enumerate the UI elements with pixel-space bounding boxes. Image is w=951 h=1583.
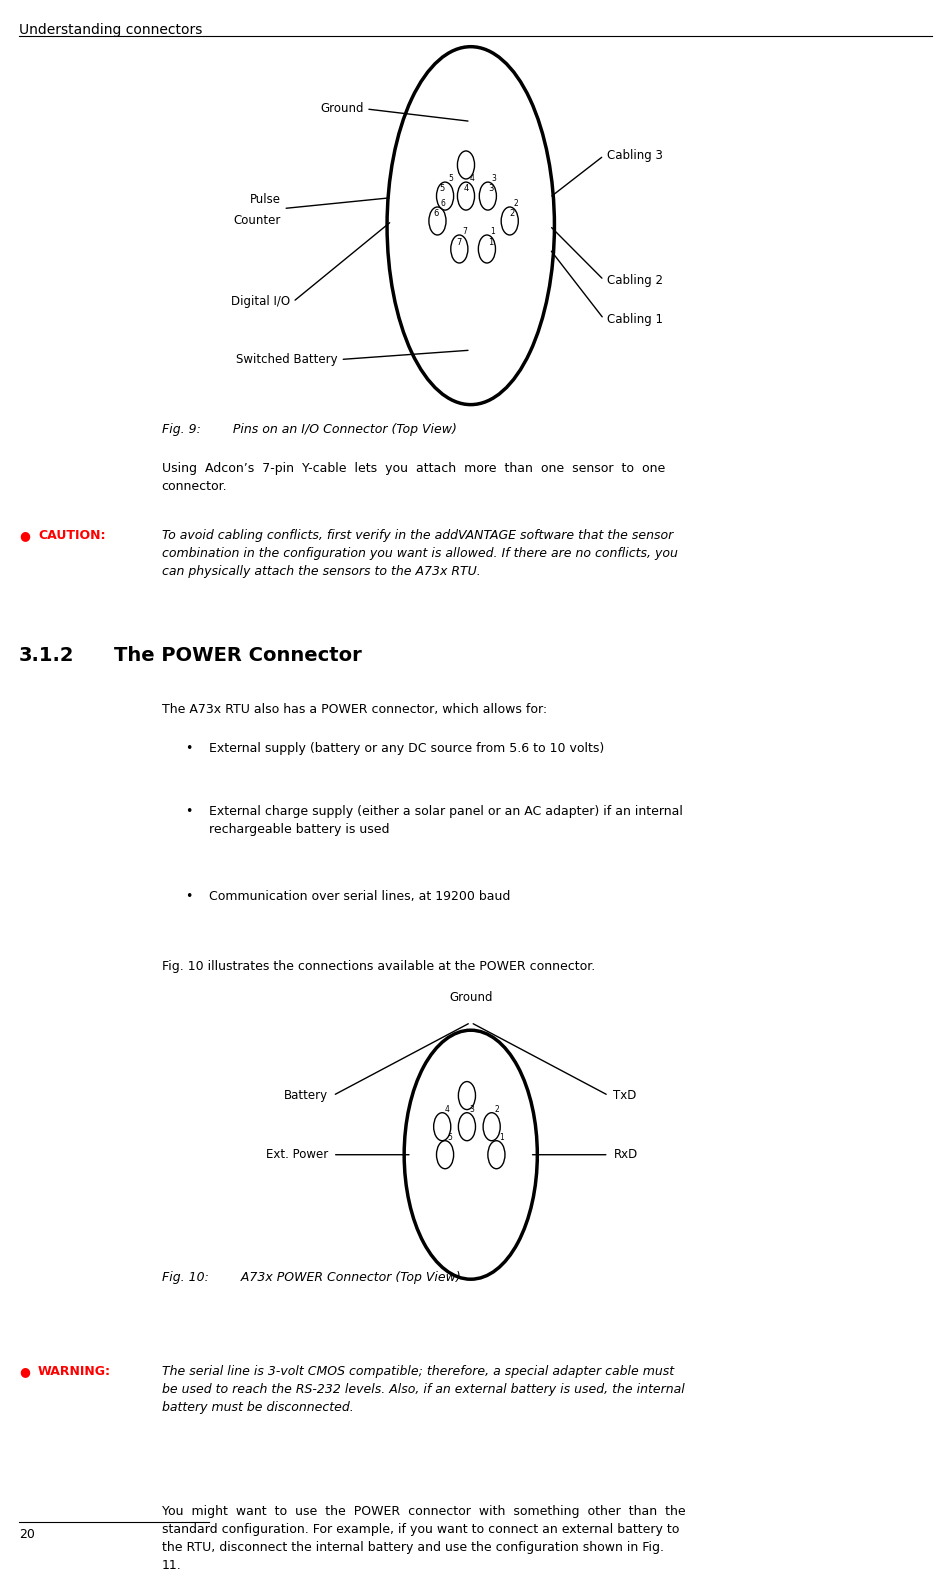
Text: •: • xyxy=(185,804,193,817)
Text: 20: 20 xyxy=(19,1528,35,1542)
Text: Ground: Ground xyxy=(320,103,364,116)
Text: Understanding connectors: Understanding connectors xyxy=(19,24,203,38)
Text: 1: 1 xyxy=(491,228,495,236)
Text: CAUTION:: CAUTION: xyxy=(38,529,106,541)
Text: 3: 3 xyxy=(492,174,496,184)
Text: Fig. 9:        Pins on an I/O Connector (Top View): Fig. 9: Pins on an I/O Connector (Top Vi… xyxy=(162,423,456,437)
Text: 6: 6 xyxy=(441,199,446,209)
Text: Fig. 10 illustrates the connections available at the POWER connector.: Fig. 10 illustrates the connections avai… xyxy=(162,961,595,974)
Text: •: • xyxy=(185,890,193,904)
Text: Using  Adcon’s  7-pin  Y-cable  lets  you  attach  more  than  one  sensor  to  : Using Adcon’s 7-pin Y-cable lets you att… xyxy=(162,462,665,494)
Text: 3: 3 xyxy=(470,1105,475,1114)
Text: 1: 1 xyxy=(499,1133,504,1141)
Text: 3.1.2: 3.1.2 xyxy=(19,646,74,665)
Text: Battery: Battery xyxy=(284,1089,328,1102)
Text: 7: 7 xyxy=(456,237,461,247)
Text: RxD: RxD xyxy=(613,1148,637,1162)
Text: Ground: Ground xyxy=(449,991,493,1004)
Text: Cabling 2: Cabling 2 xyxy=(607,274,663,287)
Text: •: • xyxy=(185,742,193,755)
Text: 2: 2 xyxy=(495,1105,499,1114)
Text: The POWER Connector: The POWER Connector xyxy=(114,646,362,665)
Text: TxD: TxD xyxy=(613,1089,637,1102)
Text: 4: 4 xyxy=(463,184,469,193)
Text: 2: 2 xyxy=(510,209,515,218)
Text: 2: 2 xyxy=(514,199,518,209)
Text: Fig. 10:        A73x POWER Connector (Top View): Fig. 10: A73x POWER Connector (Top View) xyxy=(162,1271,460,1284)
Text: Cabling 3: Cabling 3 xyxy=(607,149,663,161)
Text: Communication over serial lines, at 19200 baud: Communication over serial lines, at 1920… xyxy=(209,890,511,904)
Text: 4: 4 xyxy=(445,1105,450,1114)
Text: External supply (battery or any DC source from 5.6 to 10 volts): External supply (battery or any DC sourc… xyxy=(209,742,605,755)
Text: 5: 5 xyxy=(439,184,445,193)
Text: External charge supply (either a solar panel or an AC adapter) if an internal
re: External charge supply (either a solar p… xyxy=(209,804,683,836)
Text: Counter: Counter xyxy=(233,214,281,228)
Text: You  might  want  to  use  the  POWER  connector  with  something  other  than  : You might want to use the POWER connecto… xyxy=(162,1505,686,1572)
Text: 7: 7 xyxy=(463,228,468,236)
Text: 3: 3 xyxy=(488,184,494,193)
Text: The A73x RTU also has a POWER connector, which allows for:: The A73x RTU also has a POWER connector,… xyxy=(162,703,547,717)
Text: 5: 5 xyxy=(449,174,454,184)
Text: ●: ● xyxy=(19,1365,29,1377)
Text: Cabling 1: Cabling 1 xyxy=(607,312,663,326)
Text: 6: 6 xyxy=(433,209,438,218)
Text: Digital I/O: Digital I/O xyxy=(231,296,290,309)
Text: The serial line is 3-volt CMOS compatible; therefore, a special adapter cable mu: The serial line is 3-volt CMOS compatibl… xyxy=(162,1365,685,1414)
Text: To avoid cabling conflicts, first verify in the addVANTAGE software that the sen: To avoid cabling conflicts, first verify… xyxy=(162,529,677,578)
Text: Switched Battery: Switched Battery xyxy=(236,353,338,366)
Text: Pulse: Pulse xyxy=(249,193,281,206)
Text: 1: 1 xyxy=(488,237,494,247)
Text: Ext. Power: Ext. Power xyxy=(266,1148,328,1162)
Text: 4: 4 xyxy=(470,174,475,184)
Text: 5: 5 xyxy=(448,1133,453,1141)
Text: WARNING:: WARNING: xyxy=(38,1365,111,1377)
Text: ●: ● xyxy=(19,529,29,541)
